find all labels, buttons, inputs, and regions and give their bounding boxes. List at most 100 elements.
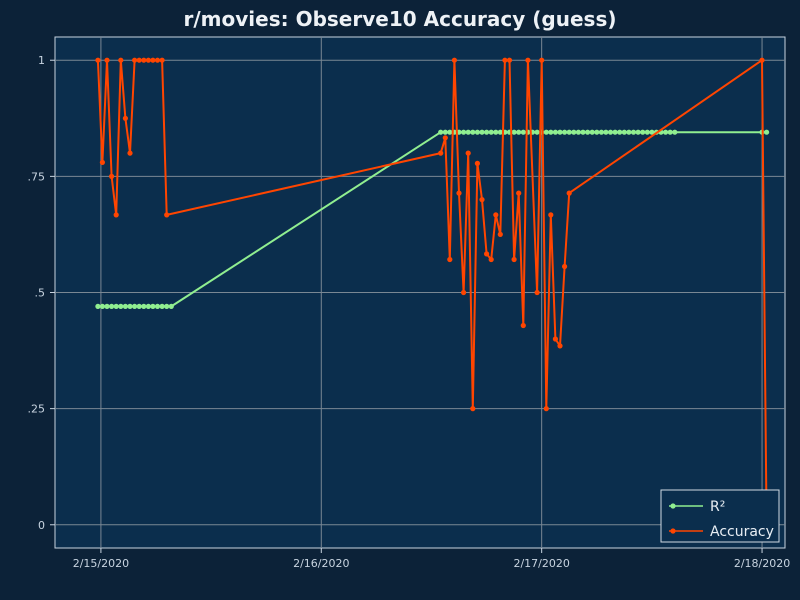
data-point-r2 bbox=[484, 129, 490, 135]
data-point-r2 bbox=[511, 129, 517, 135]
data-point-r2 bbox=[557, 129, 563, 135]
data-point-accuracy bbox=[136, 57, 142, 63]
data-point-r2 bbox=[474, 129, 480, 135]
data-point-accuracy bbox=[141, 57, 147, 63]
data-point-r2 bbox=[589, 129, 595, 135]
data-point-accuracy bbox=[109, 173, 115, 179]
data-point-r2 bbox=[663, 129, 669, 135]
data-point-r2 bbox=[465, 129, 471, 135]
data-point-accuracy bbox=[113, 212, 119, 218]
data-point-r2 bbox=[626, 129, 632, 135]
legend-label-r2: R² bbox=[710, 499, 725, 515]
data-point-r2 bbox=[132, 303, 138, 309]
x-tick-label: 2/18/2020 bbox=[734, 557, 790, 570]
data-point-r2 bbox=[145, 303, 151, 309]
data-point-accuracy bbox=[484, 251, 490, 257]
data-point-r2 bbox=[470, 129, 476, 135]
data-point-r2 bbox=[136, 303, 142, 309]
legend-label-accuracy: Accuracy bbox=[710, 524, 774, 540]
data-point-r2 bbox=[617, 129, 623, 135]
legend-marker-accuracy bbox=[670, 528, 676, 534]
data-point-r2 bbox=[461, 129, 467, 135]
data-point-accuracy bbox=[479, 197, 485, 203]
data-point-accuracy bbox=[145, 57, 151, 63]
data-point-r2 bbox=[118, 303, 124, 309]
data-point-accuracy bbox=[502, 57, 508, 63]
data-point-r2 bbox=[607, 129, 614, 135]
data-point-r2 bbox=[571, 129, 577, 135]
data-point-r2 bbox=[438, 129, 444, 135]
data-point-r2 bbox=[164, 303, 170, 309]
y-tick-label: 1 bbox=[38, 54, 45, 67]
data-point-accuracy bbox=[534, 289, 540, 296]
data-point-accuracy bbox=[132, 57, 138, 63]
data-point-accuracy bbox=[543, 406, 549, 412]
y-tick-label: .5 bbox=[35, 287, 46, 300]
data-point-accuracy bbox=[470, 406, 476, 412]
data-point-r2 bbox=[575, 129, 582, 135]
data-point-r2 bbox=[493, 129, 499, 135]
data-point-accuracy bbox=[465, 150, 471, 156]
y-tick-label: .75 bbox=[28, 170, 46, 183]
data-point-r2 bbox=[534, 129, 540, 135]
data-point-accuracy bbox=[493, 212, 499, 218]
data-point-accuracy bbox=[456, 190, 462, 196]
data-point-accuracy bbox=[539, 57, 545, 63]
data-point-r2 bbox=[640, 129, 646, 135]
data-point-accuracy bbox=[511, 256, 517, 263]
data-point-r2 bbox=[764, 129, 770, 135]
legend-box bbox=[660, 489, 780, 543]
data-point-accuracy bbox=[506, 57, 513, 63]
plot-area: 0 .25 .5 .75 1 2/15/2020 2/16/2020 2/17/2020 2/1… bbox=[28, 36, 790, 570]
data-point-accuracy bbox=[562, 263, 568, 270]
x-tick-label: 2/17/2020 bbox=[513, 557, 569, 570]
data-point-accuracy bbox=[474, 160, 480, 166]
y-tick-label: .25 bbox=[28, 403, 46, 416]
data-point-accuracy bbox=[759, 57, 765, 63]
data-point-r2 bbox=[672, 129, 678, 135]
data-point-r2 bbox=[159, 303, 165, 309]
data-point-accuracy bbox=[164, 212, 170, 218]
data-point-accuracy bbox=[150, 57, 156, 63]
data-point-r2 bbox=[488, 129, 494, 135]
data-point-accuracy bbox=[557, 343, 563, 349]
data-point-accuracy bbox=[488, 256, 494, 263]
x-tick-label: 2/16/2020 bbox=[293, 557, 349, 570]
data-point-accuracy bbox=[461, 289, 467, 296]
data-point-r2 bbox=[516, 129, 522, 135]
data-point-r2 bbox=[479, 129, 485, 135]
data-point-r2 bbox=[630, 129, 637, 135]
data-point-accuracy bbox=[99, 159, 105, 165]
data-point-accuracy bbox=[516, 190, 522, 196]
data-point-accuracy bbox=[552, 336, 559, 342]
data-point-r2 bbox=[548, 129, 554, 135]
data-point-accuracy bbox=[520, 322, 526, 329]
data-point-r2 bbox=[649, 129, 655, 135]
data-point-r2 bbox=[99, 303, 105, 309]
x-tick-label: 2/15/2020 bbox=[73, 557, 129, 570]
data-point-r2 bbox=[621, 129, 627, 135]
data-point-r2 bbox=[168, 303, 174, 309]
data-point-accuracy bbox=[451, 57, 457, 63]
data-point-r2 bbox=[442, 129, 448, 135]
data-point-r2 bbox=[562, 129, 568, 135]
data-point-accuracy bbox=[442, 135, 448, 141]
data-point-accuracy bbox=[122, 115, 128, 121]
data-point-r2 bbox=[127, 303, 133, 309]
chart-title: r/movies: Observe10 Accuracy (guess) bbox=[184, 7, 617, 31]
data-point-r2 bbox=[109, 303, 115, 309]
data-point-accuracy bbox=[154, 57, 161, 63]
data-point-r2 bbox=[154, 303, 161, 309]
data-point-r2 bbox=[520, 129, 526, 135]
data-point-accuracy bbox=[525, 57, 531, 63]
y-tick-label: 0 bbox=[38, 519, 45, 532]
data-point-r2 bbox=[104, 303, 110, 309]
data-point-r2 bbox=[667, 129, 673, 135]
legend-marker-r2 bbox=[670, 503, 676, 509]
data-point-accuracy bbox=[497, 231, 503, 237]
data-point-accuracy bbox=[104, 57, 110, 63]
data-point-r2 bbox=[585, 129, 591, 135]
data-point-accuracy bbox=[566, 190, 572, 196]
